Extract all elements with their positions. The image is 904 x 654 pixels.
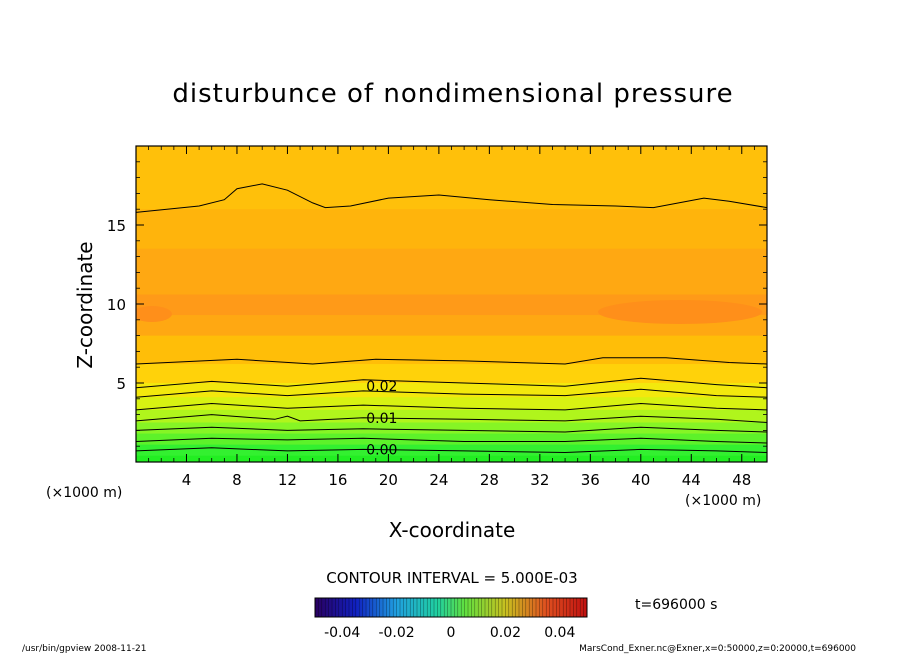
y-tick-label: 10: [107, 296, 126, 314]
right-minimum-patch: [598, 300, 762, 324]
x-axis-title: X-coordinate: [389, 518, 516, 542]
x-tick-label: 36: [581, 471, 600, 489]
contour-line: [136, 183, 767, 213]
footer-left: /usr/bin/gpview 2008-11-21: [22, 644, 146, 654]
contour-line: [136, 426, 767, 433]
x-tick-label: 32: [530, 471, 549, 489]
y-tick-label: 5: [116, 375, 126, 393]
chart-title: disturbunce of nondimensional pressure: [172, 79, 733, 109]
contour-line: [136, 357, 767, 365]
contour-interval-label: CONTOUR INTERVAL = 5.000E-03: [326, 569, 577, 587]
y-tick-label: 15: [107, 217, 126, 235]
x-tick-label: 48: [732, 471, 751, 489]
contour-level-label: 0.01: [366, 411, 397, 427]
x-tick-label: 20: [379, 471, 398, 489]
contour-level-label: 0.02: [366, 379, 397, 395]
colorbar-stripes: [314, 598, 588, 617]
x-tick-label: 24: [429, 471, 448, 489]
x-unit-right: (×1000 m): [685, 493, 761, 509]
colorbar-tick-label: -0.02: [378, 625, 414, 641]
footer-right: MarsCond_Exner.nc@Exner,x=0:50000,z=0:20…: [579, 644, 856, 654]
x-tick-label: 12: [278, 471, 297, 489]
contour-level-label: 0.00: [366, 442, 397, 458]
contour-line: [136, 437, 767, 444]
contour-line: [136, 414, 767, 423]
left-minimum-patch: [136, 306, 172, 322]
contour-labels: 0.02 0.01 0.00: [366, 379, 397, 458]
colorbar-tick-label: 0.04: [544, 625, 575, 641]
x-tick-label: 4: [182, 471, 192, 489]
x-tick-label: 44: [682, 471, 701, 489]
x-tick-label: 8: [232, 471, 242, 489]
colorbar-tick-label: 0.02: [490, 625, 521, 641]
x-tick-label: 16: [328, 471, 347, 489]
colorbar-tick-label: 0: [447, 625, 456, 641]
contour-line: [136, 388, 767, 398]
contour-line: [136, 402, 767, 411]
colorbar-tick-label: -0.04: [324, 625, 360, 641]
x-tick-label: 40: [631, 471, 650, 489]
contour-lines: [136, 183, 767, 454]
colorbar-frame: [314, 597, 588, 618]
x-unit-left: (×1000 m): [46, 485, 122, 501]
colorbar-tick-labels: -0.04 -0.02 0 0.02 0.04: [324, 625, 575, 641]
contour-line: [136, 377, 767, 389]
time-label: t=696000 s: [635, 597, 717, 613]
contour-fill-minima: [136, 300, 762, 324]
y-axis-title: Z-coordinate: [73, 241, 97, 368]
x-tick-label: 28: [480, 471, 499, 489]
contour-line: [136, 447, 767, 454]
